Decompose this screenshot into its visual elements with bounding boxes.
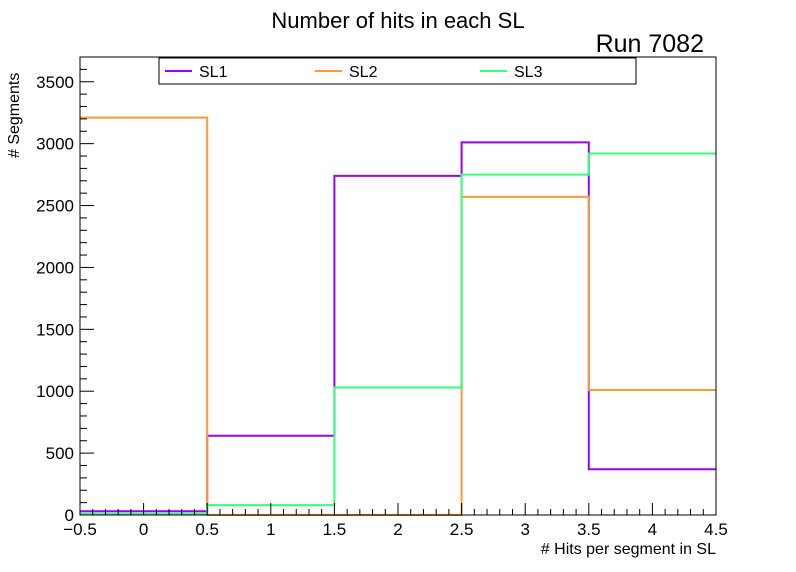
x-tick-label: 4 <box>648 520 657 539</box>
x-tick-label: 1.5 <box>323 520 347 539</box>
x-tick-label: −0.5 <box>63 520 97 539</box>
y-tick-label: 2500 <box>36 197 74 216</box>
series-layer <box>80 116 716 516</box>
plot-frame <box>79 56 717 516</box>
x-tick-label: 0 <box>139 520 148 539</box>
y-tick-label: 1500 <box>36 320 74 339</box>
x-tick-label: 3.5 <box>577 520 601 539</box>
y-tick-label: 2000 <box>36 258 74 277</box>
x-tick-label: 4.5 <box>704 520 728 539</box>
y-tick-label: 1000 <box>36 382 74 401</box>
x-tick-label: 1 <box>266 520 275 539</box>
legend-label-sl3: SL3 <box>514 64 543 81</box>
run-annotation: Run 7082 <box>596 30 704 58</box>
legend-label-sl2: SL2 <box>349 64 378 81</box>
x-tick-label: 2 <box>393 520 402 539</box>
y-axis-label: # Segments <box>6 73 23 158</box>
series-sl2-line <box>80 116 716 516</box>
series-sl1-line <box>80 141 716 513</box>
series-sl3-line <box>80 152 716 515</box>
x-tick-label: 3 <box>520 520 529 539</box>
legend-label-sl1: SL1 <box>199 64 228 81</box>
y-tick-label: 0 <box>65 506 74 525</box>
y-tick-label: 3500 <box>36 73 74 92</box>
legend-box <box>158 57 637 85</box>
x-tick-label: 0.5 <box>195 520 219 539</box>
y-tick-label: 500 <box>46 444 74 463</box>
legend: SL1 SL2 SL3 <box>158 57 637 85</box>
x-axis-label: # Hits per segment in SL <box>541 541 716 558</box>
axes-layer: −0.5 0 0.5 1 1.5 2 2.5 3 3.5 4 4.50500100015002000… <box>36 56 728 539</box>
x-tick-label: 2.5 <box>450 520 474 539</box>
y-tick-label: 3000 <box>36 135 74 154</box>
chart-title: Number of hits in each SL <box>271 8 524 33</box>
